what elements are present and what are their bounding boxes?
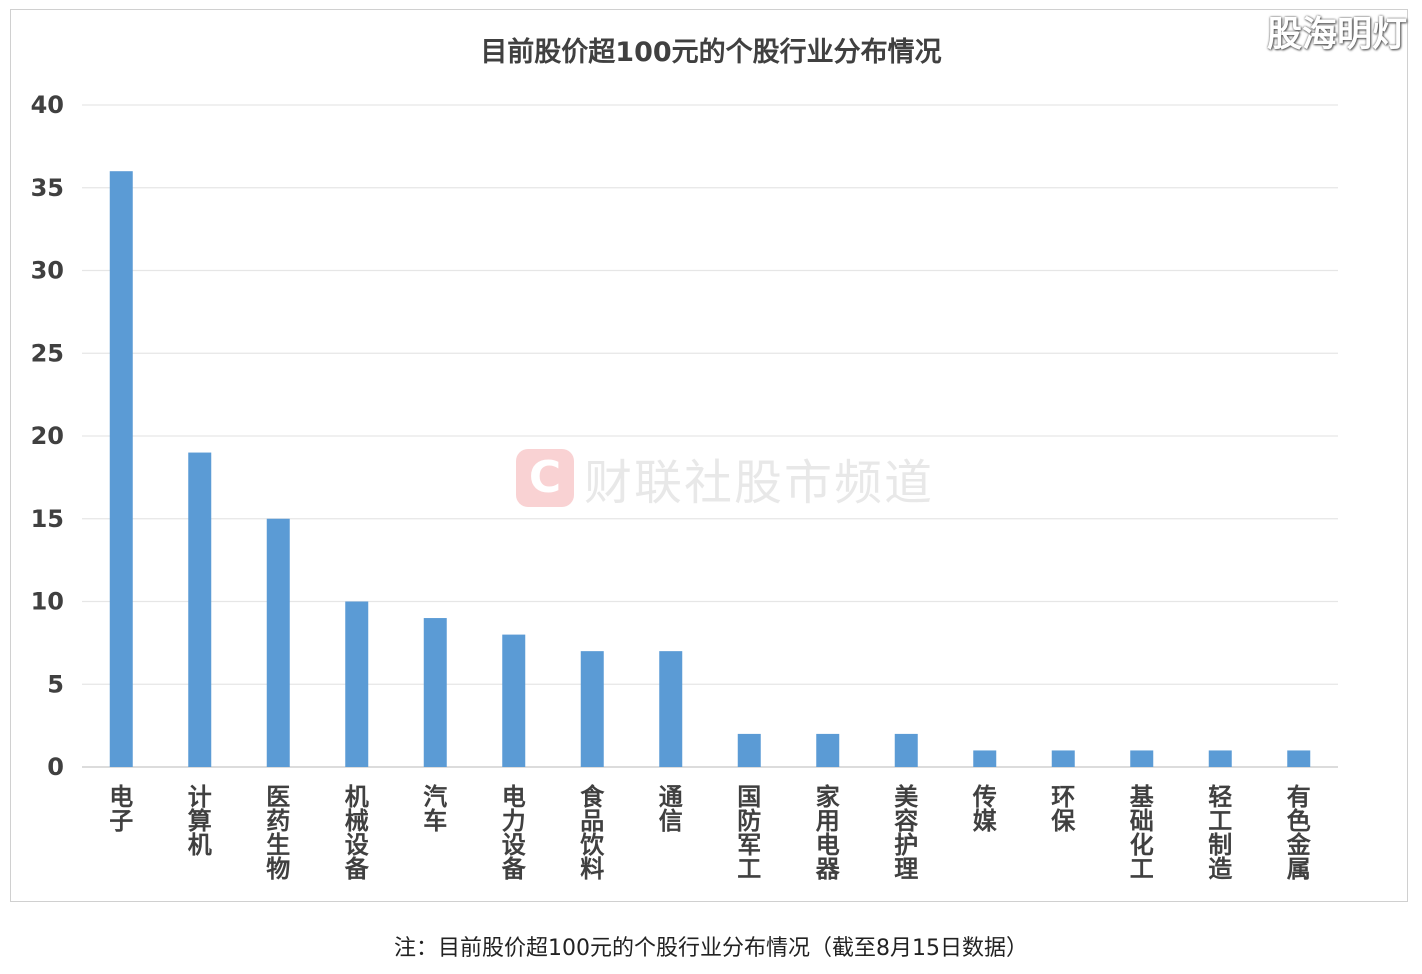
- bar: [188, 452, 212, 767]
- x-category-label: 电力设备: [501, 783, 527, 883]
- bar: [1287, 750, 1311, 767]
- y-tick-label: 10: [31, 588, 64, 616]
- x-category-label: 美容护理: [894, 783, 918, 883]
- chart-frame: [10, 9, 1408, 902]
- x-category-label: 有色金属: [1286, 783, 1312, 883]
- bar: [266, 518, 290, 767]
- bar: [659, 651, 683, 767]
- y-axis-ticks: 0 5 10 15 20 25 30 35 40: [31, 91, 64, 781]
- x-category-label: 食品饮料: [579, 783, 605, 883]
- x-category-label: 国防军工: [737, 783, 761, 883]
- x-category-label: 通信: [659, 783, 683, 835]
- x-category-label: 基础化工: [1130, 783, 1155, 883]
- bar: [109, 171, 133, 767]
- x-category-label: 环保: [1050, 783, 1076, 835]
- corner-watermark: 股海明灯: [1266, 15, 1407, 55]
- bar: [973, 750, 997, 767]
- y-tick-label: 35: [31, 174, 64, 202]
- bar: [502, 634, 526, 767]
- y-tick-label: 30: [31, 257, 64, 285]
- bar: [816, 733, 840, 767]
- x-category-label: 机械设备: [344, 783, 370, 883]
- y-tick-label: 25: [31, 339, 64, 367]
- x-category-label: 汽车: [423, 783, 447, 835]
- chart-title: 目前股价超100元的个股行业分布情况: [480, 36, 941, 68]
- bar: [1130, 750, 1154, 767]
- x-category-label: 计算机: [188, 783, 212, 859]
- bar: [345, 601, 369, 767]
- x-category-label: 家用电器: [815, 783, 841, 883]
- bar: [1051, 750, 1075, 767]
- bars: [109, 171, 1311, 767]
- y-tick-label: 40: [31, 91, 64, 119]
- x-category-label: 传媒: [972, 783, 998, 835]
- x-category-label: 电子: [109, 783, 133, 835]
- y-tick-label: 20: [31, 422, 64, 450]
- bar: [737, 733, 761, 767]
- y-tick-label: 5: [47, 670, 64, 698]
- gridlines: [82, 104, 1338, 768]
- bar: [1208, 750, 1232, 767]
- x-category-label: 轻工制造: [1208, 783, 1232, 883]
- y-tick-label: 15: [31, 505, 64, 533]
- figure-caption: 注：目前股价超100元的个股行业分布情况（截至8月15日数据）: [394, 936, 1028, 961]
- y-tick-label: 0: [47, 753, 64, 781]
- bar: [894, 733, 918, 767]
- x-category-label: 医药生物: [266, 783, 290, 883]
- x-axis-labels: 电子 计算机 医药生物 机械设备 汽车 电力设备 食品饮料 通信 国防军工 家用电器 美容护理 传媒环…: [109, 783, 1312, 883]
- bar: [423, 618, 447, 767]
- bar: [580, 651, 604, 767]
